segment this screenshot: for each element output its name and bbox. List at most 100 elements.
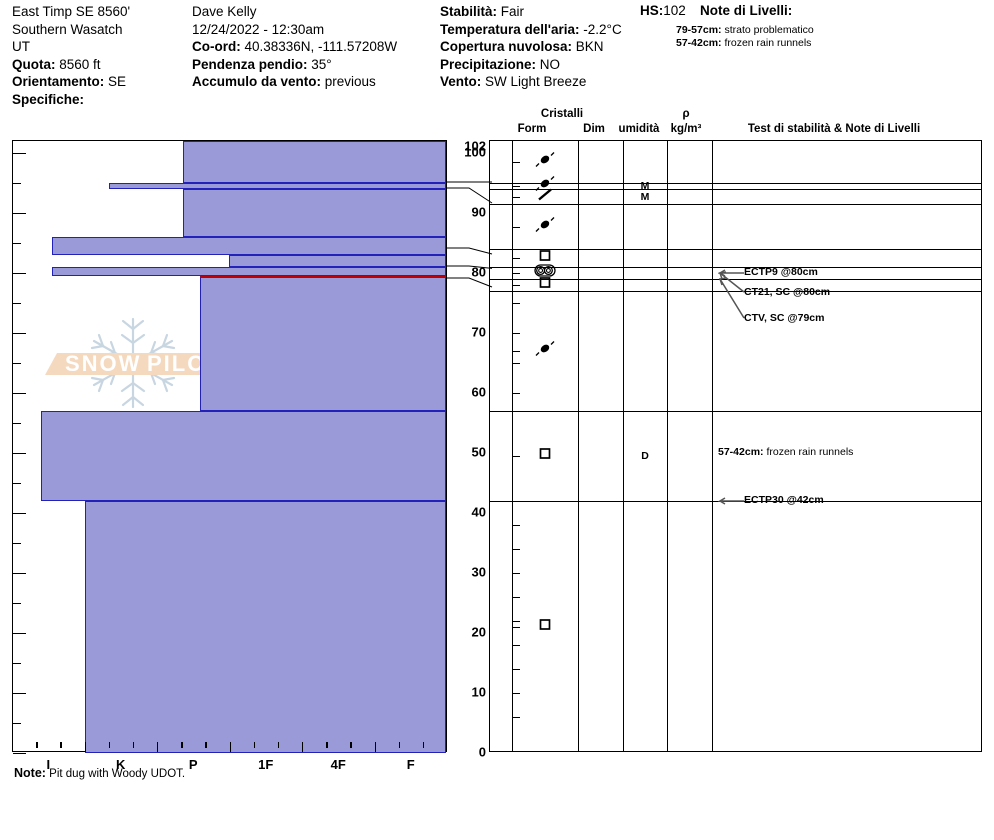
header-air-temp: Temperatura dell'aria: -2.2°C (440, 21, 622, 37)
layer-connector (447, 247, 493, 255)
hardness-bar (108, 183, 446, 189)
depth-label-total: 102 (464, 138, 486, 154)
crystal-form-pp-icon (534, 176, 556, 197)
col-header-tests: Test di stabilità & Note di Livelli (747, 123, 921, 135)
table-row-separator (490, 249, 981, 251)
col-header-umidita: umidità (618, 123, 660, 135)
depth-label-10: 10 (471, 684, 486, 700)
hardness-tick (36, 742, 38, 748)
wetness-value: D (641, 450, 649, 462)
wetness-value: M (640, 190, 650, 203)
hardness-bar (228, 255, 446, 267)
depth-tick-minor (13, 483, 21, 485)
depth-label-70: 70 (471, 324, 486, 340)
layer-lead-tick (513, 303, 520, 305)
table-row-separator (490, 267, 981, 269)
layer-lead-tick (513, 273, 520, 275)
table-row-separator (490, 279, 981, 281)
hardness-label-f: F (406, 757, 415, 772)
depth-tick-major (13, 273, 26, 275)
depth-tick-major (13, 693, 26, 695)
table-divider-form (578, 141, 580, 751)
stability-test-label: ECTP9 @80cm (744, 266, 818, 278)
header-stability: Stabilità: Fair (440, 4, 525, 19)
header-site-name: East Timp SE 8560' (12, 4, 131, 19)
depth-tick-major (13, 213, 26, 215)
layer-lead-tick (513, 669, 520, 671)
table-divider-density (712, 141, 714, 751)
hardness-bar (52, 237, 446, 255)
depth-tick-major (13, 633, 26, 635)
hardness-label-4f: 4F (330, 757, 346, 772)
layer-lead-tick (513, 525, 520, 527)
layer-lead-tick (513, 351, 520, 353)
hardness-bar (84, 501, 446, 753)
depth-tick-minor (13, 723, 21, 725)
stability-test-arrow-icon (717, 497, 746, 516)
layer-lead-tick (513, 196, 520, 198)
layer-connector (447, 187, 493, 204)
depth-tick-minor (13, 303, 21, 305)
hardness-tick (181, 742, 183, 748)
table-column-headers: Cristalli Form Dim umidità ρ kg/m³ Test … (489, 108, 982, 140)
col-header-form: Form (517, 123, 547, 135)
hardness-tick (350, 742, 352, 748)
layer-lead-tick (513, 645, 520, 647)
col-header-cristalli: Cristalli (540, 108, 584, 120)
depth-axis: 0 10 20 30 40 50 60 70 80 90 100 102 (447, 138, 489, 760)
header-wind-loading: Accumulo da vento: previous (192, 74, 376, 90)
header-wind: Vento: SW Light Breeze (440, 74, 587, 90)
table-divider-lead (512, 141, 514, 751)
crystal-form-pp-icon (534, 152, 556, 173)
layer-lead-tick (513, 456, 520, 458)
hardness-tick (253, 742, 256, 748)
crystal-form-rg-icon (534, 446, 556, 467)
col-header-dim: Dim (583, 123, 605, 135)
depth-label-0: 0 (478, 744, 486, 760)
header-elevation: Quota: 8560 ft (12, 56, 101, 72)
layer-connector (447, 265, 493, 269)
col-header-rho-units: kg/m³ (670, 123, 702, 135)
layer-lead-tick (513, 333, 520, 335)
hardness-tick (277, 742, 280, 748)
depth-tick-minor (13, 183, 21, 185)
depth-label-40: 40 (471, 504, 486, 520)
hardness-tick (326, 742, 328, 748)
depth-label-30: 30 (471, 564, 486, 580)
hardness-tick (132, 742, 135, 748)
table-row-separator (490, 183, 981, 185)
layer-lead-tick (513, 393, 520, 395)
hardness-tick (398, 742, 401, 748)
hardness-label-k: K (116, 757, 126, 772)
depth-tick-major (13, 573, 26, 575)
crystal-form-df-icon (534, 186, 556, 207)
depth-tick-major (13, 393, 26, 395)
layer-lead-tick (513, 363, 520, 365)
table-divider-umidita (667, 141, 669, 751)
layer-lead-tick (513, 627, 520, 629)
depth-tick-major (13, 513, 26, 515)
depth-tick-minor (13, 423, 21, 425)
layer-lead-tick (513, 549, 520, 551)
hardness-bar (182, 189, 446, 237)
depth-tick-minor (13, 663, 21, 665)
depth-tick-minor (13, 543, 21, 545)
hardness-bar (41, 411, 446, 501)
hardness-tick (108, 742, 111, 748)
layer-lead-tick (513, 597, 520, 599)
header-precipitation: Precipitazione: NO (440, 56, 561, 72)
stability-test-arrow-icon (718, 275, 746, 330)
depth-label-100: 100 (464, 144, 486, 160)
depth-tick-major (13, 333, 26, 335)
hardness-bar (52, 267, 446, 276)
depth-tick-major (13, 753, 26, 755)
hardness-tick (60, 742, 62, 748)
layer-lead-tick (513, 258, 520, 260)
hardness-tick (422, 742, 425, 748)
footnote: Note: Pit dug with Woody UDOT. (14, 766, 186, 780)
layer-lead-tick (513, 186, 520, 188)
layer-lead-tick (513, 285, 520, 287)
snow-profile-plot: SNOW PILOT (12, 140, 447, 755)
table-row-separator (490, 189, 981, 191)
